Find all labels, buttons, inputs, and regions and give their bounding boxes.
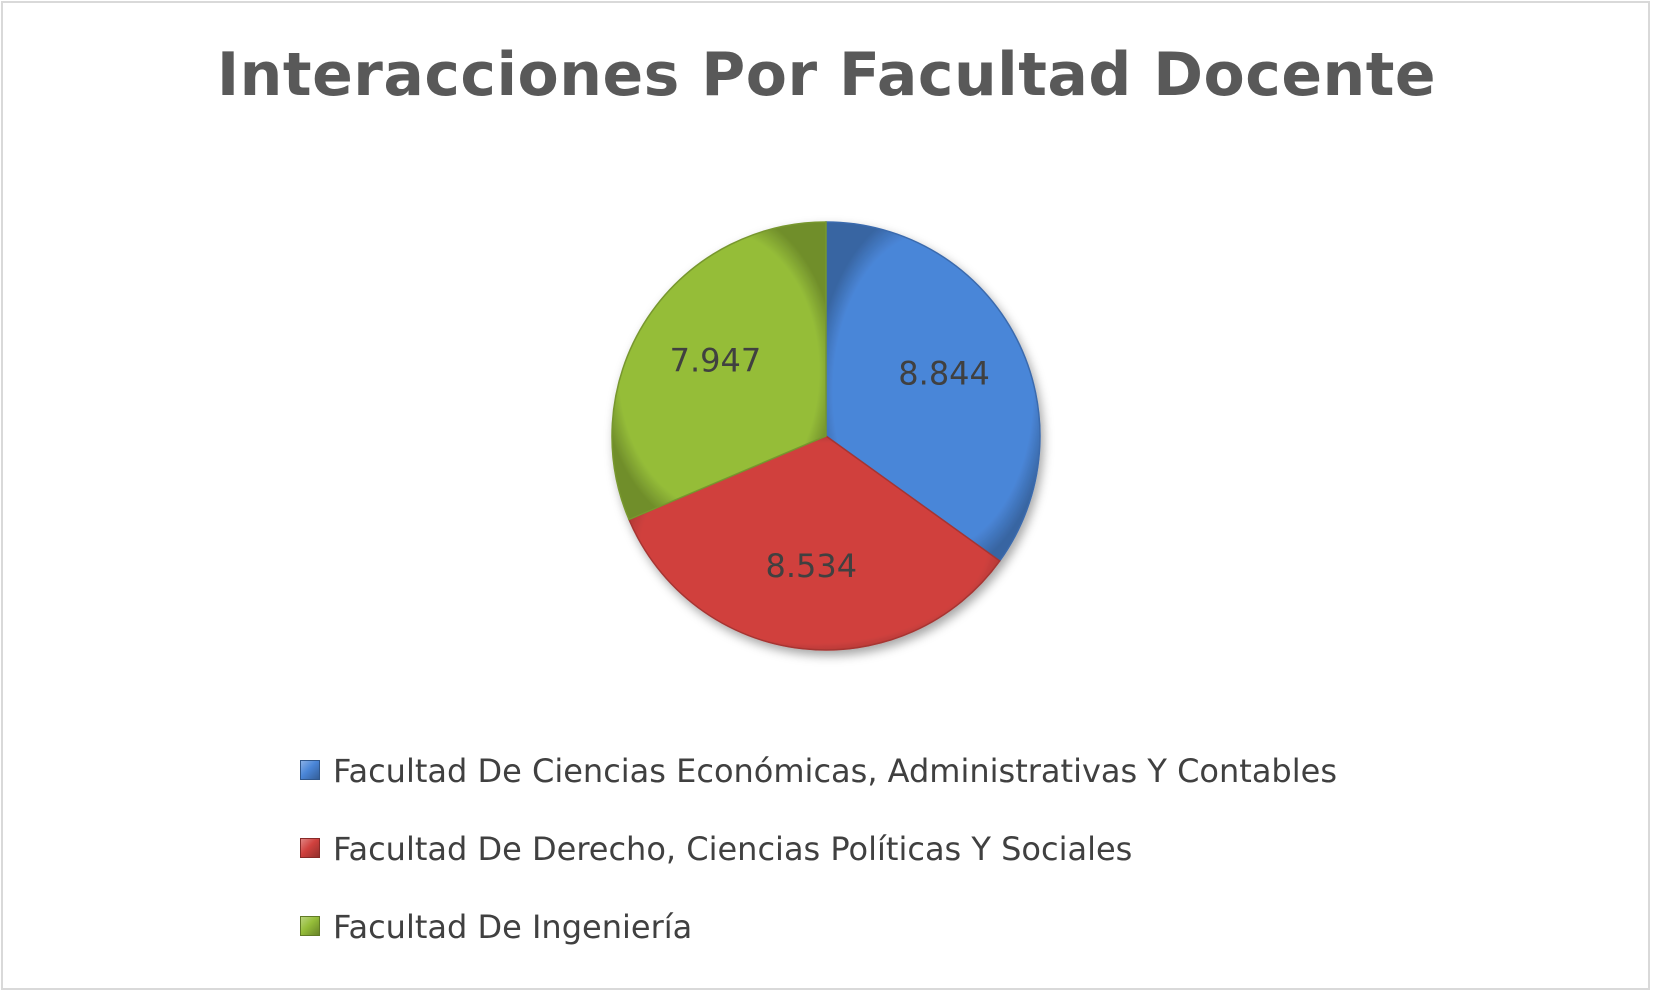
data-label-derecho: 8.534	[765, 547, 857, 585]
pie-slices	[611, 221, 1041, 651]
legend-marker-derecho	[300, 838, 320, 858]
pie-slice-derecho	[627, 435, 1001, 651]
legend-label-ingenieria: Facultad De Ingeniería	[333, 908, 693, 946]
chart-title: Interacciones Por Facultad Docente	[216, 40, 1437, 110]
legend-marker-ingenieria	[300, 916, 320, 936]
pie-slice-ingenieria	[611, 221, 827, 521]
data-label-ingenieria: 7.947	[670, 342, 762, 380]
data-label-economicas: 8.844	[898, 355, 990, 393]
pie-data-labels: 8.844 8.534 7.947	[670, 342, 990, 585]
pie-slice-economicas	[825, 221, 1041, 562]
legend-label-economicas: Facultad De Ciencias Económicas, Adminis…	[333, 752, 1337, 790]
legend-marker-economicas	[300, 760, 320, 780]
legend-label-derecho: Facultad De Derecho, Ciencias Políticas …	[333, 830, 1133, 868]
